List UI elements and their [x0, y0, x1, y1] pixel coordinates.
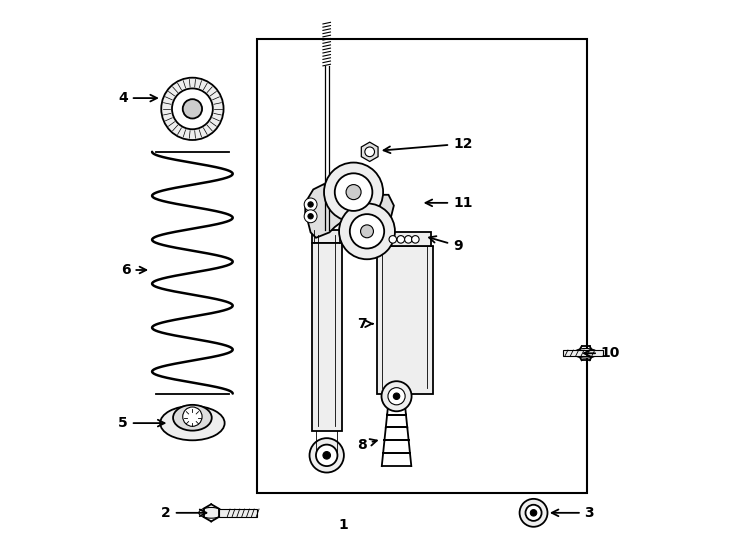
Circle shape [346, 185, 361, 200]
Circle shape [172, 89, 213, 129]
Ellipse shape [574, 348, 597, 358]
Bar [378, 232, 431, 246]
Circle shape [388, 388, 405, 405]
Circle shape [308, 202, 313, 207]
Bar [219, 509, 257, 517]
Circle shape [339, 204, 395, 259]
Circle shape [350, 214, 384, 248]
Text: 2: 2 [161, 506, 206, 520]
Text: 11: 11 [426, 196, 473, 210]
Circle shape [161, 78, 224, 140]
Text: 3: 3 [552, 506, 595, 520]
Polygon shape [361, 142, 378, 161]
Ellipse shape [173, 405, 211, 430]
Bar [257, 39, 587, 493]
Circle shape [308, 214, 313, 219]
Circle shape [304, 198, 317, 211]
Text: 9: 9 [429, 236, 462, 253]
Circle shape [183, 407, 202, 427]
Circle shape [304, 210, 317, 222]
Bar [312, 243, 342, 431]
Text: 1: 1 [338, 518, 348, 532]
Polygon shape [346, 195, 394, 243]
Circle shape [183, 99, 202, 118]
Circle shape [324, 163, 383, 221]
Circle shape [531, 510, 537, 516]
Circle shape [404, 235, 412, 243]
Polygon shape [305, 184, 356, 238]
Text: 12: 12 [384, 137, 473, 153]
Bar [312, 230, 342, 243]
Circle shape [393, 393, 400, 400]
Text: 10: 10 [584, 346, 620, 360]
Circle shape [316, 444, 338, 466]
Circle shape [382, 381, 412, 411]
Circle shape [310, 438, 344, 472]
Text: 6: 6 [121, 263, 146, 277]
Circle shape [526, 505, 542, 521]
Bar [563, 350, 603, 356]
Circle shape [323, 451, 330, 459]
Circle shape [520, 499, 548, 527]
Circle shape [365, 147, 374, 157]
Circle shape [335, 173, 372, 211]
Circle shape [412, 235, 419, 243]
Circle shape [397, 235, 404, 243]
Text: 4: 4 [118, 91, 157, 105]
Bar [377, 246, 432, 394]
Circle shape [389, 235, 396, 243]
Ellipse shape [160, 406, 225, 440]
Text: 5: 5 [118, 416, 164, 430]
Text: 8: 8 [357, 437, 377, 451]
Text: 7: 7 [357, 317, 373, 330]
Circle shape [360, 225, 374, 238]
Ellipse shape [199, 508, 224, 518]
